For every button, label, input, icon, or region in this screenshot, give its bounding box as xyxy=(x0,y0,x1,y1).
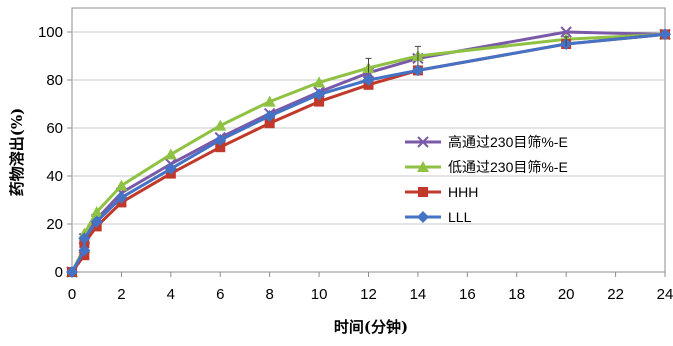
x-tick-label: 6 xyxy=(216,286,224,303)
data-point-diamond xyxy=(90,215,103,228)
data-point-triangle xyxy=(115,179,128,191)
x-tick-label: 24 xyxy=(657,286,673,303)
data-point-triangle xyxy=(214,119,227,131)
x-tick-label: 8 xyxy=(265,286,273,303)
y-tick-label: 0 xyxy=(55,264,63,281)
y-tick-label: 80 xyxy=(46,72,63,89)
data-point-diamond xyxy=(115,191,128,204)
data-point-triangle xyxy=(90,206,103,217)
x-tick-label: 22 xyxy=(607,286,624,303)
data-point-square xyxy=(264,118,275,129)
legend-item-2: 低通过230目筛%-E xyxy=(405,159,568,175)
series-4 xyxy=(66,28,671,278)
y-tick-label: 20 xyxy=(46,216,63,233)
data-point-diamond xyxy=(66,266,78,278)
legend-item-3: HHH xyxy=(405,184,478,200)
legend-label: HHH xyxy=(448,184,478,200)
data-point-diamond xyxy=(78,232,91,245)
x-tick-label: 4 xyxy=(167,286,175,303)
legend-item-1: 高通过230目筛%-E xyxy=(405,134,568,150)
x-tick-label: 10 xyxy=(311,286,328,303)
x-tick-label: 2 xyxy=(117,286,125,303)
data-point-diamond xyxy=(164,162,177,175)
x-tick-label: 20 xyxy=(558,286,575,303)
legend-label: LLL xyxy=(448,209,472,225)
data-point-x-stroke xyxy=(417,136,429,148)
legend-label: 高通过230目筛%-E xyxy=(448,134,568,150)
legend-item-4: LLL xyxy=(405,209,472,225)
data-point-square xyxy=(418,187,428,197)
data-point-triangle xyxy=(263,95,276,107)
data-point-diamond xyxy=(214,134,227,146)
y-axis-title: 药物溶出(%) xyxy=(8,108,26,196)
data-point-triangle xyxy=(313,76,326,88)
data-point-triangle xyxy=(164,148,177,160)
data-point-diamond xyxy=(78,244,91,257)
data-point-square xyxy=(314,96,325,107)
plot-area xyxy=(71,7,666,273)
series-layer xyxy=(66,26,671,278)
data-point-x-stroke xyxy=(560,26,572,38)
data-point-x xyxy=(560,26,572,38)
data-point-x xyxy=(417,136,429,148)
x-tick-label: 0 xyxy=(68,286,76,303)
data-point-diamond xyxy=(263,110,276,122)
y-tick-label: 60 xyxy=(46,120,63,137)
data-point-square xyxy=(215,142,226,153)
data-point-diamond xyxy=(659,28,671,41)
data-point-triangle xyxy=(417,161,429,172)
x-tick-label: 14 xyxy=(410,286,427,303)
legend-label: 低通过230目筛%-E xyxy=(448,159,568,175)
grid-layer xyxy=(71,7,666,273)
data-point-diamond xyxy=(411,64,424,77)
x-axis-title: 时间(分钟) xyxy=(334,318,408,336)
x-tick-label: 12 xyxy=(360,286,377,303)
x-tick-label: 18 xyxy=(508,286,525,303)
data-point-diamond xyxy=(313,88,326,101)
legend: 高通过230目筛%-E 低通过230目筛%-E HHH LLL xyxy=(405,134,568,225)
data-point-diamond xyxy=(362,74,375,86)
y-tick-label: 100 xyxy=(38,24,63,41)
x-tick-label: 16 xyxy=(459,286,476,303)
y-tick-label: 40 xyxy=(46,168,63,185)
data-point-diamond xyxy=(417,211,429,223)
